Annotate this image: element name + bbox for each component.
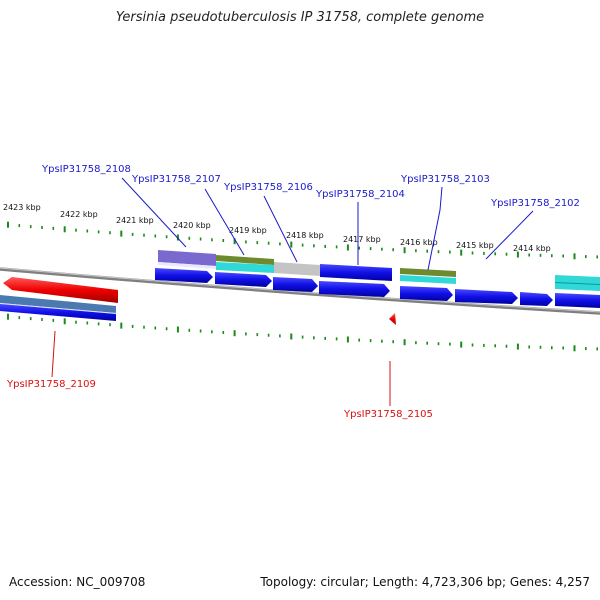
scale-label-2415: 2415 kbp	[456, 241, 494, 250]
gene-arrow-2107[interactable]	[215, 272, 272, 287]
reverse-gene-track	[0, 277, 396, 325]
gene-label-2104[interactable]: YpsIP31758_2104	[315, 189, 405, 200]
feature-box-olive-2[interactable]	[400, 268, 456, 277]
gene-label-2107[interactable]: YpsIP31758_2107	[131, 174, 221, 185]
gene-arrow-2108[interactable]	[155, 268, 213, 283]
gene-label-2103[interactable]: YpsIP31758_2103	[400, 174, 490, 185]
gene-arrow-2109-cds[interactable]	[0, 304, 116, 321]
gene-arrow-2106[interactable]	[273, 277, 318, 292]
scale-label-2423: 2423 kbp	[3, 203, 41, 212]
scale-label-2417: 2417 kbp	[343, 235, 381, 244]
feature-box-steel[interactable]	[0, 295, 116, 313]
gene-arrow-2105[interactable]	[389, 313, 396, 325]
feature-box-cyan[interactable]	[216, 262, 274, 273]
gene-arrow-next-1[interactable]	[520, 292, 553, 306]
scale-label-2416: 2416 kbp	[400, 238, 438, 247]
gene-label-2106[interactable]: YpsIP31758_2106	[223, 182, 313, 193]
scale-labels: 2423 kbp 2422 kbp 2421 kbp 2420 kbp 2419…	[3, 203, 551, 253]
tick-row-top	[7, 221, 599, 260]
feature-box-cyan-2[interactable]	[400, 275, 456, 284]
gene-label-2102[interactable]: YpsIP31758_2102	[490, 198, 580, 209]
accession-text: Accession: NC_009708	[9, 575, 146, 589]
scale-label-2421: 2421 kbp	[116, 216, 154, 225]
scale-label-2414: 2414 kbp	[513, 244, 551, 253]
map-title: Yersinia pseudotuberculosis IP 31758, co…	[115, 10, 485, 25]
callout-line-2102	[485, 210, 534, 260]
gene-label-2105[interactable]: YpsIP31758_2105	[343, 409, 433, 420]
callout-line-2103	[427, 186, 443, 271]
scale-label-2420: 2420 kbp	[173, 221, 211, 230]
gene-label-2108[interactable]: YpsIP31758_2108	[41, 164, 131, 175]
callout-line-2106	[263, 195, 298, 263]
genome-backbone-highlight	[0, 267, 600, 313]
feature-box-steel-white	[0, 303, 116, 314]
gene-arrow-2103[interactable]	[400, 286, 453, 301]
callout-line-2108	[121, 177, 187, 248]
tick-row-bottom	[7, 313, 599, 352]
feature-track-top	[158, 250, 600, 291]
top-gene-callouts: YpsIP31758_2108 YpsIP31758_2107 YpsIP317…	[41, 164, 580, 271]
callout-line-2109	[51, 330, 56, 378]
bottom-gene-callouts: YpsIP31758_2109 YpsIP31758_2105	[6, 330, 433, 420]
topology-summary: Topology: circular; Length: 4,723,306 bp…	[260, 575, 590, 589]
gene-arrow-next-2[interactable]	[555, 293, 600, 308]
scale-label-2419: 2419 kbp	[229, 226, 267, 235]
feature-box-white	[158, 262, 216, 269]
genome-backbone	[0, 267, 600, 315]
scale-label-2418: 2418 kbp	[286, 231, 324, 240]
scale-label-2422: 2422 kbp	[60, 210, 98, 219]
feature-box-gray[interactable]	[274, 262, 320, 276]
feature-box-purple[interactable]	[158, 250, 216, 266]
gene-label-2109[interactable]: YpsIP31758_2109	[6, 379, 96, 390]
feature-box-blue[interactable]	[320, 264, 392, 281]
forward-gene-track	[155, 268, 600, 308]
gene-arrow-2109[interactable]	[3, 277, 118, 303]
gene-arrow-2104[interactable]	[319, 281, 390, 297]
feature-box-cyan-3-stripe	[555, 282, 600, 285]
gene-arrow-2102[interactable]	[455, 289, 518, 304]
callout-line-2107	[204, 188, 245, 256]
feature-box-olive[interactable]	[216, 255, 274, 265]
